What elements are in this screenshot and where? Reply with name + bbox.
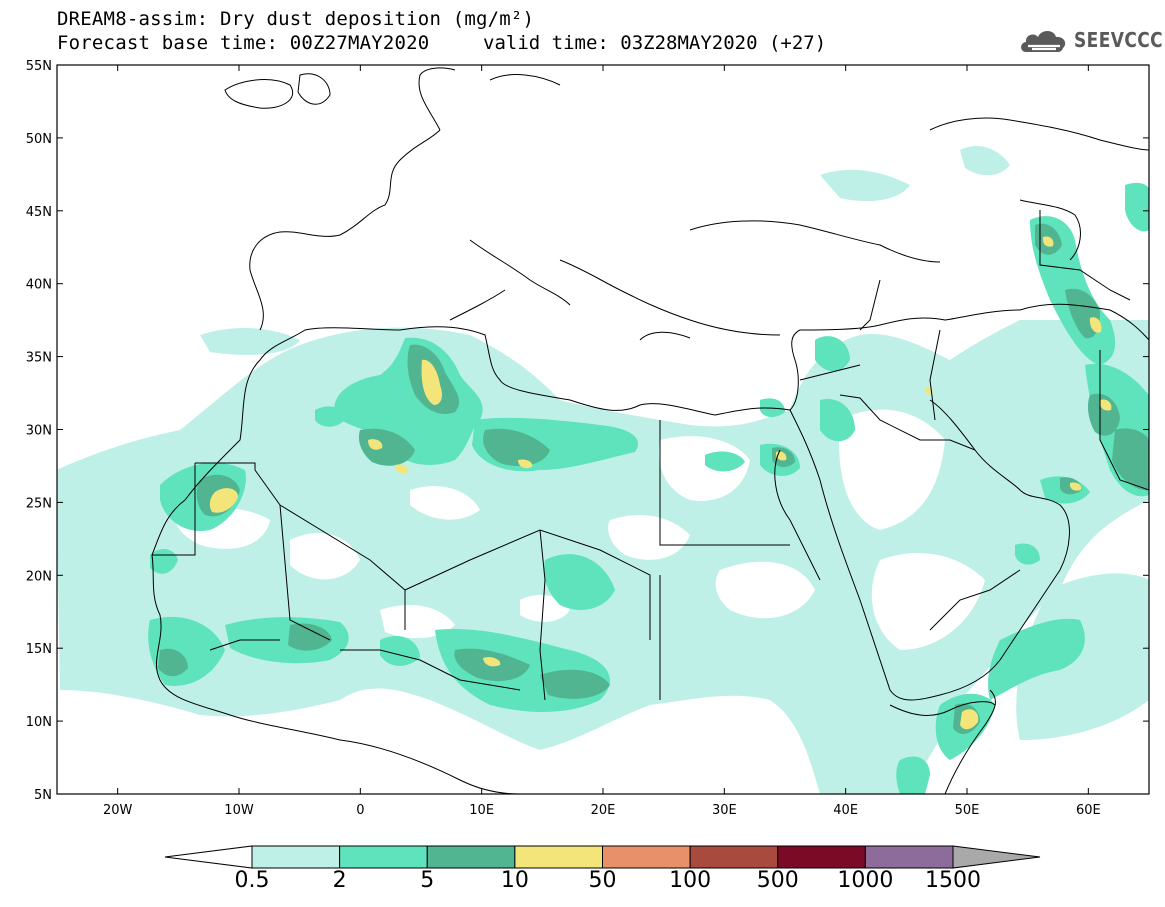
colorbar-label: 500: [756, 868, 799, 893]
dust-field: [57, 145, 1149, 794]
colorbar-low-arrow: [164, 845, 253, 869]
lat-tick-label: 45N: [26, 205, 52, 220]
colorbar-segment: [426, 845, 516, 869]
lon-tick-label: 10W: [224, 803, 254, 818]
lon-tick-label: 30E: [712, 803, 737, 818]
colorbar-segment: [602, 845, 691, 869]
colorbar-label: 2: [332, 868, 347, 893]
lon-tick-label: 50E: [955, 803, 980, 818]
colorbar-segment: [777, 845, 866, 869]
lat-tick-label: 40N: [26, 278, 52, 293]
colorbar-segment: [514, 845, 603, 869]
colorbar-segment: [251, 845, 341, 869]
lat-tick-label: 25N: [26, 496, 52, 511]
colorbar-label: 100: [669, 868, 712, 893]
logo-text: SEEVCCC: [1074, 28, 1164, 52]
lon-tick-label: 20W: [103, 803, 133, 818]
lon-tick-label: 0: [356, 803, 364, 818]
colorbar: [164, 845, 1041, 869]
colorbar-label: 1500: [925, 868, 981, 893]
lat-tick-label: 20N: [26, 569, 52, 584]
lat-tick-label: 35N: [26, 351, 52, 366]
colorbar-label: 1000: [837, 868, 894, 893]
colorbar-label: 50: [588, 868, 617, 893]
colorbar-segment: [689, 845, 779, 869]
coastlines-and-borders: [151, 67, 1149, 794]
colorbar-segment: [864, 845, 954, 869]
lat-tick-label: 30N: [26, 424, 52, 439]
lat-tick-label: 5N: [34, 788, 52, 803]
forecast-base-time: Forecast base time: 00Z27MAY2020: [57, 32, 430, 54]
colorbar-label: 5: [420, 868, 435, 893]
colorbar-label: 10: [500, 868, 529, 893]
axis-ticks: 55N 50N 45N 40N 35N 30N 25N 20N 15N 10N 5N 20W 10W 0 1…: [26, 59, 1149, 818]
lon-tick-label: 20E: [591, 803, 616, 818]
lon-tick-label: 60E: [1076, 803, 1101, 818]
lon-tick-label: 40E: [833, 803, 858, 818]
valid-time: valid time: 03Z28MAY2020 (+27): [483, 32, 827, 54]
colorbar-segment: [339, 845, 428, 869]
map-title: DREAM8-assim: Dry dust deposition (mg/m²…: [57, 8, 535, 30]
seevccc-logo: SEEVCCC: [1018, 26, 1165, 54]
lon-tick-label: 10E: [469, 803, 494, 818]
colorbar-high-arrow: [952, 845, 1041, 869]
lat-tick-label: 10N: [26, 715, 52, 730]
colorbar-label: 0.5: [234, 868, 270, 893]
lat-tick-label: 55N: [26, 59, 52, 74]
lat-tick-label: 15N: [26, 642, 52, 657]
cloud-logo-icon: [1021, 31, 1066, 52]
lat-tick-label: 50N: [26, 132, 52, 147]
